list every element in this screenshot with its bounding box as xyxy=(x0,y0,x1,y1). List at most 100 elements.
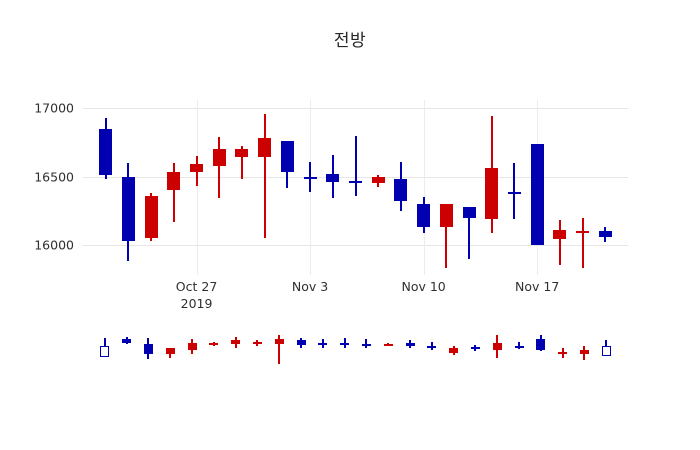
candlestick-body xyxy=(417,203,431,228)
candlestick xyxy=(212,100,226,275)
candlestick xyxy=(187,330,197,372)
candlestick xyxy=(576,100,590,275)
candlestick xyxy=(167,100,181,275)
candlestick-body xyxy=(371,176,385,184)
candlestick-body xyxy=(485,168,499,219)
candle-series xyxy=(83,100,628,275)
candlestick-body xyxy=(144,195,158,239)
candlestick-body xyxy=(579,350,589,354)
candlestick-body xyxy=(100,345,110,358)
candlestick xyxy=(209,330,219,372)
candlestick-body xyxy=(553,229,567,240)
candlestick-body xyxy=(165,348,175,354)
candlestick-body xyxy=(470,346,480,349)
candlestick-body xyxy=(514,345,524,348)
candlestick-body xyxy=(383,344,393,347)
candlestick xyxy=(280,100,294,275)
candlestick xyxy=(427,330,437,372)
candlestick-body xyxy=(536,339,546,351)
candlestick-body xyxy=(449,348,459,353)
candlestick xyxy=(296,330,306,372)
candlestick-body xyxy=(492,343,502,351)
candlestick-body xyxy=(231,340,241,345)
candlestick-wick xyxy=(218,136,221,199)
candlestick-body xyxy=(252,341,262,344)
candlestick xyxy=(598,100,612,275)
candlestick-body xyxy=(598,231,612,237)
candlestick xyxy=(470,330,480,372)
candlestick-body xyxy=(190,164,204,173)
candlestick xyxy=(449,330,459,372)
candlestick-body xyxy=(296,340,306,346)
candlestick xyxy=(371,100,385,275)
gridline-vertical xyxy=(423,100,425,275)
candlestick xyxy=(326,100,340,275)
candlestick xyxy=(143,330,153,372)
candlestick-body xyxy=(143,344,153,355)
candlestick-body xyxy=(303,176,317,179)
candlestick xyxy=(530,100,544,275)
candlestick-body xyxy=(507,191,521,194)
candlestick-body xyxy=(280,141,294,173)
candlestick xyxy=(303,100,317,275)
x-axis-tick-label: Oct 27 2019 xyxy=(175,279,218,311)
candlestick-body xyxy=(361,344,371,347)
candlestick-wick xyxy=(278,335,281,364)
candlestick xyxy=(190,100,204,275)
candlestick xyxy=(121,100,135,275)
candlestick xyxy=(274,330,284,372)
x-axis: Oct 27 2019 Nov 3 Nov 10 Nov 17 xyxy=(83,278,628,318)
candlestick-wick xyxy=(321,339,324,348)
candlestick xyxy=(235,100,249,275)
candlestick-body xyxy=(576,231,590,234)
candlestick xyxy=(439,100,453,275)
y-axis-tick-label: 16500 xyxy=(34,169,74,185)
candlestick xyxy=(485,100,499,275)
x-axis-tick-label: Nov 3 xyxy=(291,279,329,294)
gridline-vertical xyxy=(196,100,198,275)
candlestick xyxy=(318,330,328,372)
candlestick-body xyxy=(258,138,272,158)
candlestick-body xyxy=(427,345,437,348)
candlestick-body xyxy=(439,203,453,228)
gridline-horizontal xyxy=(83,244,628,246)
candlestick xyxy=(252,330,262,372)
candlestick-body xyxy=(340,343,350,346)
candlestick xyxy=(405,330,415,372)
candlestick-wick xyxy=(468,206,471,259)
candlestick-wick xyxy=(354,135,357,196)
candlestick xyxy=(507,100,521,275)
chart-title: 전방 xyxy=(333,31,367,51)
candlestick-body xyxy=(121,176,135,241)
candlestick-body xyxy=(405,343,415,346)
candlestick xyxy=(144,100,158,275)
y-axis: 17000 16500 16000 xyxy=(8,100,74,253)
candlestick xyxy=(579,330,589,372)
candlestick-body xyxy=(318,343,328,346)
candlestick-body xyxy=(99,128,113,176)
candlestick-wick xyxy=(430,341,433,351)
candlestick xyxy=(417,100,431,275)
candlestick-body xyxy=(212,149,226,166)
candlestick-body xyxy=(187,343,197,351)
candlestick xyxy=(340,330,350,372)
candlestick-wick xyxy=(445,203,448,269)
candlestick-wick xyxy=(365,339,368,349)
x-axis-tick-label: Nov 17 xyxy=(515,279,560,294)
candlestick-wick xyxy=(513,162,516,219)
candlestick-body xyxy=(394,179,408,202)
candlestick xyxy=(514,330,524,372)
candlestick-wick xyxy=(558,220,561,266)
candlestick xyxy=(349,100,362,275)
candlestick xyxy=(394,100,408,275)
candlestick-body xyxy=(122,339,132,343)
x-axis-tick-label: Nov 10 xyxy=(401,279,446,294)
candlestick-body xyxy=(558,351,568,354)
candlestick xyxy=(99,100,113,275)
gridline-horizontal xyxy=(83,108,628,110)
candlestick xyxy=(558,330,568,372)
candlestick-body xyxy=(209,342,219,345)
candlestick-wick xyxy=(343,338,346,348)
candlestick-wick xyxy=(240,146,243,180)
